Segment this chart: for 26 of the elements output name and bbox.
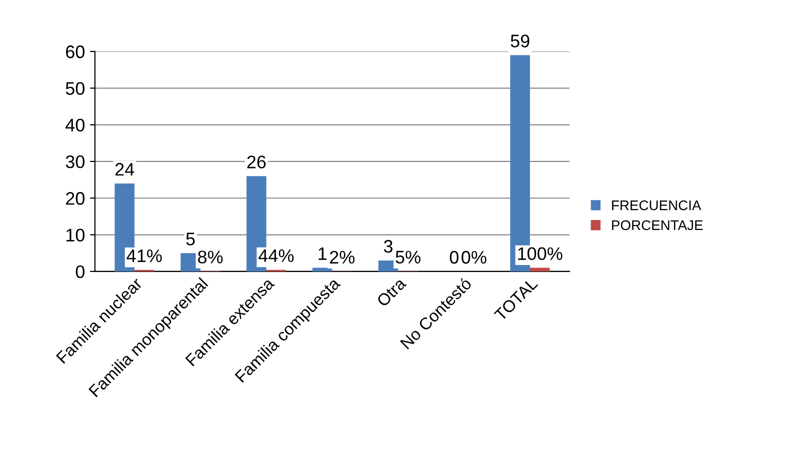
bar bbox=[312, 268, 332, 272]
data-label: 24 bbox=[115, 162, 134, 176]
data-label: 2% bbox=[330, 250, 355, 264]
data-label: 0% bbox=[462, 250, 486, 264]
data-label: 44% bbox=[258, 249, 294, 262]
data-label: 0 bbox=[450, 250, 458, 264]
data-label: 3 bbox=[384, 240, 392, 253]
data-label: 8% bbox=[198, 250, 223, 264]
data-label: 59 bbox=[510, 34, 530, 48]
legend-label: FRECUENCIA bbox=[612, 200, 702, 210]
legend-label: PORCENTAJE bbox=[612, 220, 703, 230]
y-tick-label: 50 bbox=[66, 82, 84, 95]
data-label: 26 bbox=[247, 156, 266, 168]
data-label: 1 bbox=[318, 247, 326, 260]
bar bbox=[530, 268, 550, 272]
data-label: 41% bbox=[126, 249, 162, 262]
y-tick-label: 10 bbox=[66, 228, 84, 242]
y-tick-label: 60 bbox=[66, 45, 84, 58]
data-label: 5 bbox=[186, 232, 195, 246]
data-label: 5% bbox=[396, 250, 420, 264]
y-tick-label: 40 bbox=[66, 118, 84, 132]
x-tick-label: Otra bbox=[376, 276, 407, 308]
y-tick-label: 20 bbox=[66, 192, 84, 205]
y-tick-label: 30 bbox=[66, 155, 84, 168]
data-label: 100% bbox=[518, 247, 562, 260]
y-tick-label: 0 bbox=[76, 265, 84, 278]
